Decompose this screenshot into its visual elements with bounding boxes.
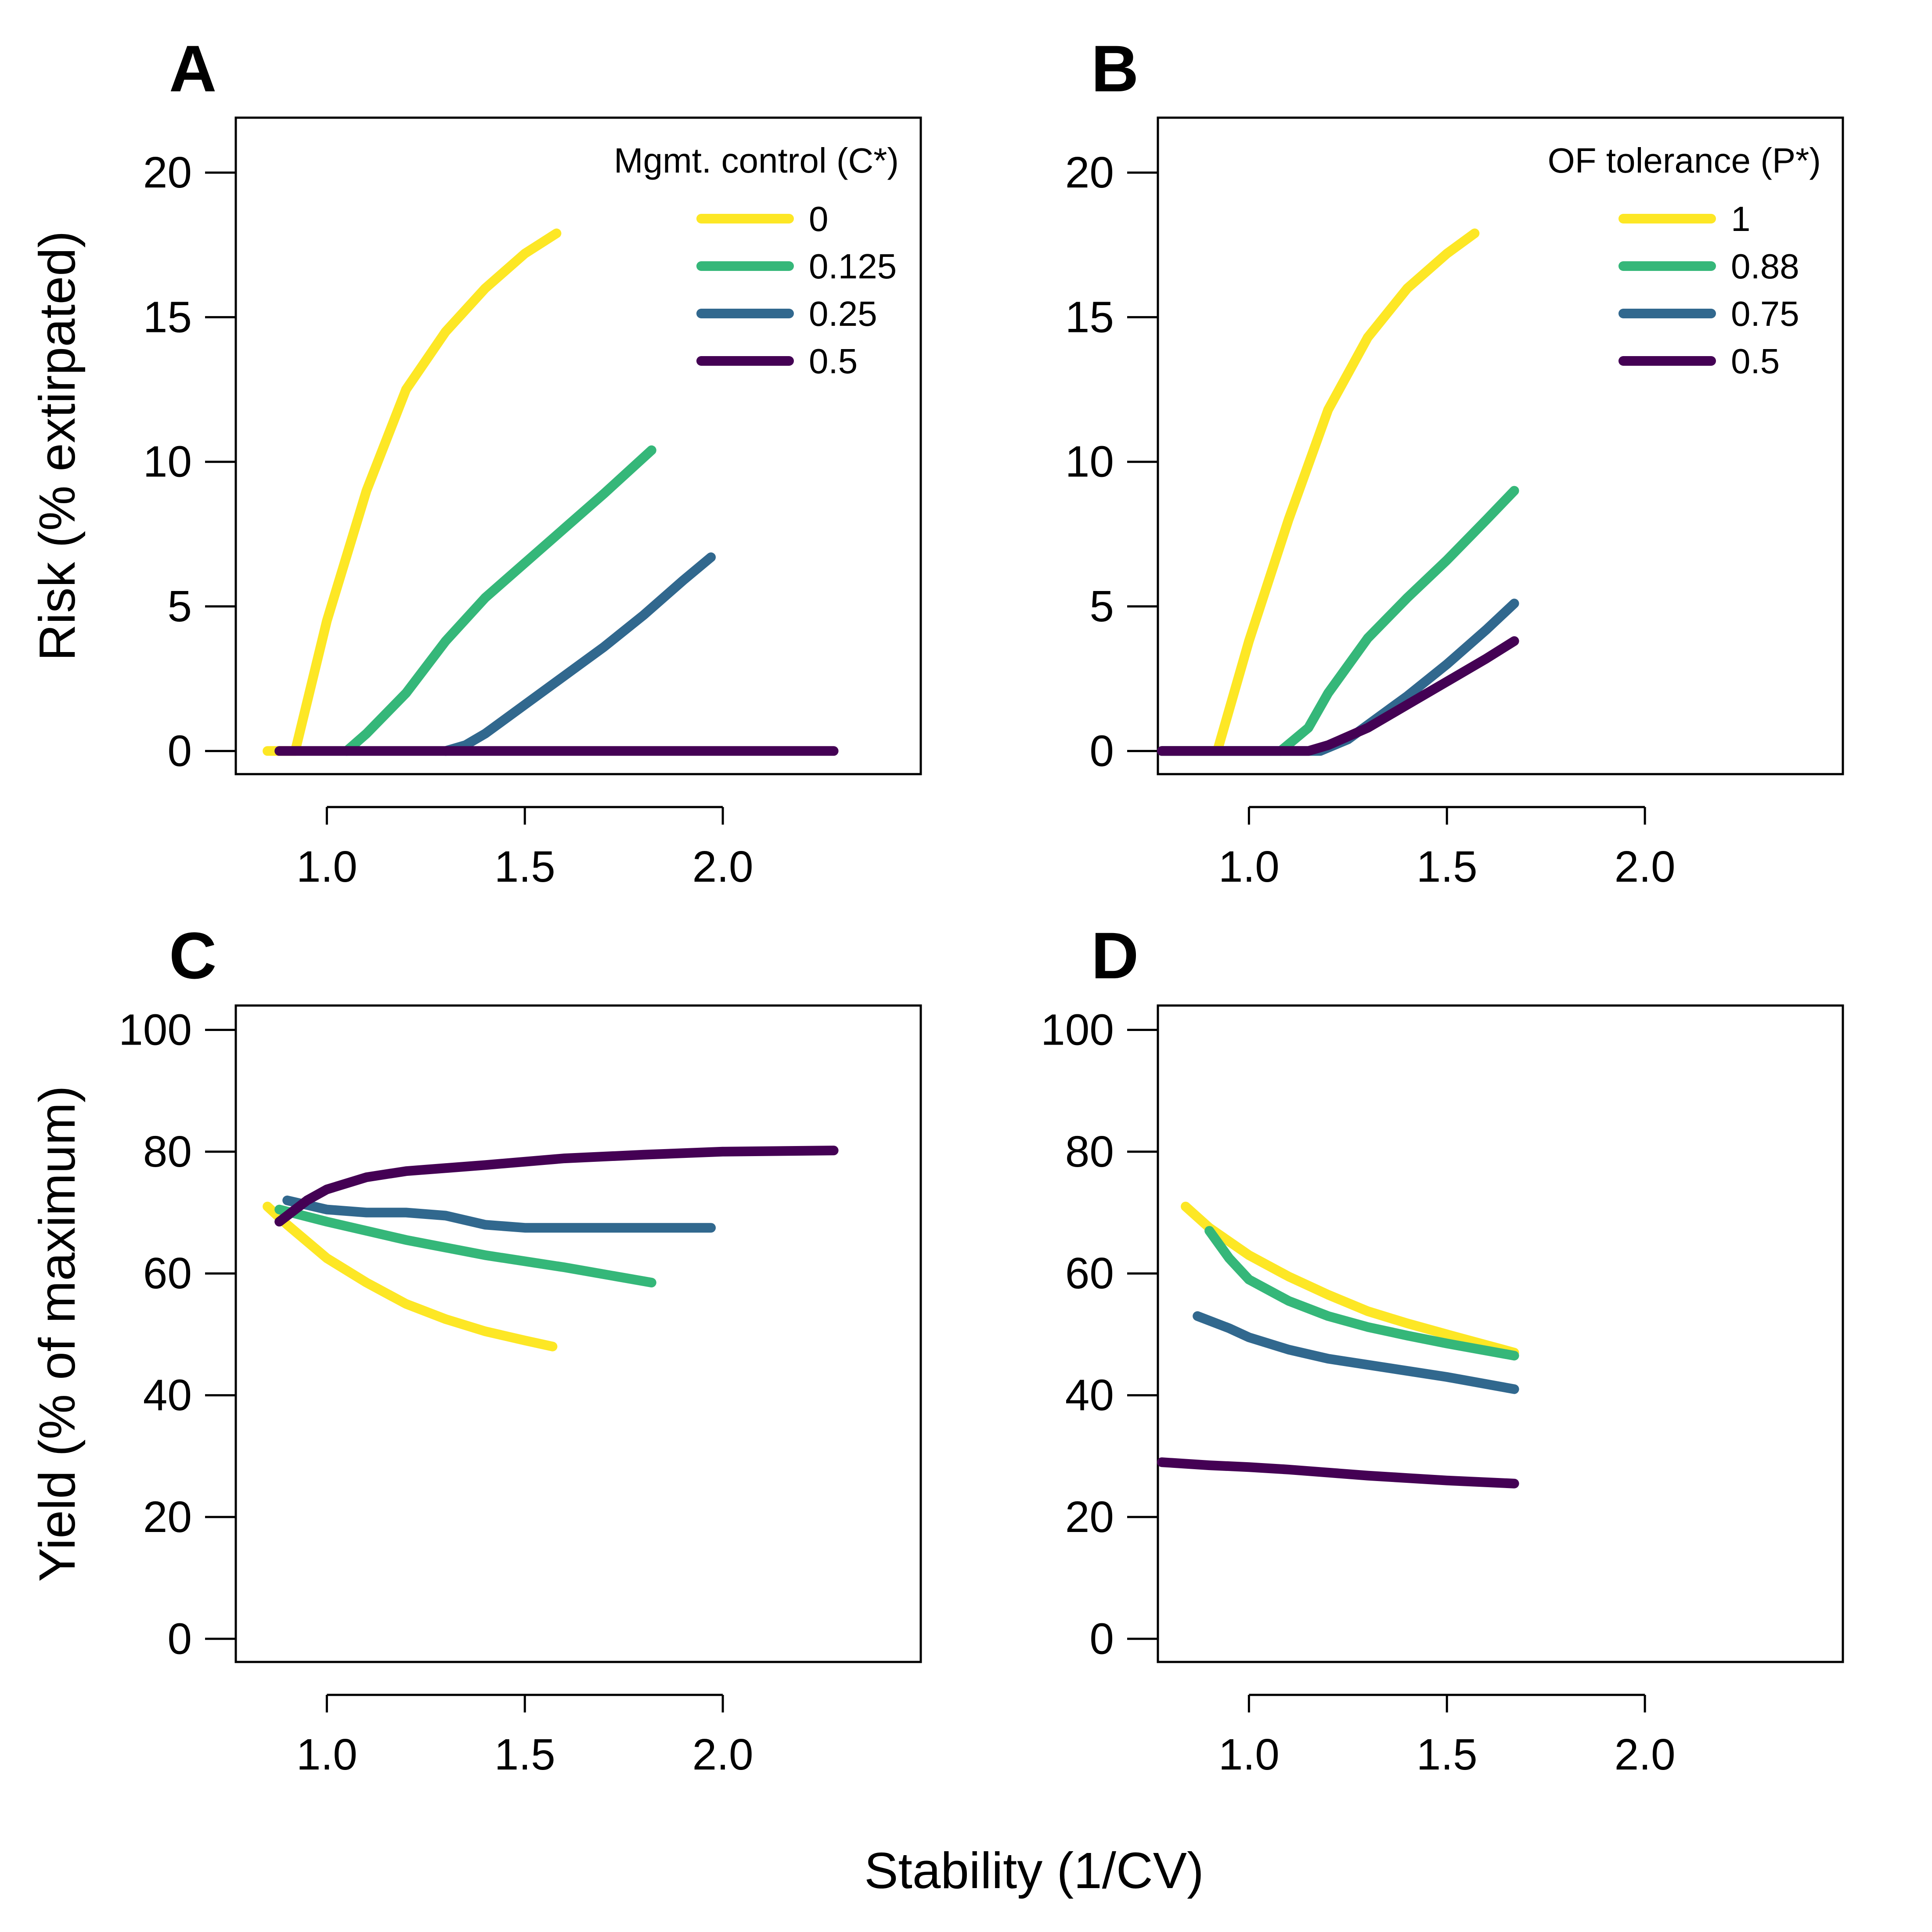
y-tick-label-b: 15 — [1065, 292, 1114, 342]
legend-label-b: 0.88 — [1731, 247, 1799, 286]
y-tick-label-b: 5 — [1089, 582, 1114, 631]
y-tick-label-a: 15 — [143, 292, 192, 342]
y-tick-label-a: 10 — [143, 437, 192, 487]
y-axis-title-a: Risk (% extirpated) — [29, 231, 86, 661]
y-tick-label-b: 0 — [1089, 726, 1114, 775]
x-tick-label-b: 2.0 — [1615, 842, 1676, 891]
y-tick-label-d: 40 — [1065, 1371, 1114, 1420]
series-line-b-0_88 — [1157, 486, 1519, 756]
series-line-d-0_75 — [1193, 1311, 1519, 1394]
series-line-c-0 — [263, 1201, 558, 1352]
panel-b: B 0 5 10 15 20 1.0 1.5 2.0 OF tolerance (P*) 1 0.8… — [1065, 32, 1844, 891]
y-tick-label-a: 0 — [167, 726, 192, 775]
legend-label-b: 1 — [1731, 199, 1751, 238]
y-tick-label-b: 10 — [1065, 437, 1114, 487]
legend-label-a: 0.125 — [809, 247, 897, 286]
y-tick-label-c: 20 — [143, 1492, 192, 1542]
legend-title-a: Mgmt. control (C*) — [614, 141, 899, 180]
x-axis-title: Stability (1/CV) — [864, 1842, 1204, 1899]
y-tick-label-b: 20 — [1065, 148, 1114, 197]
x-tick-label-d: 2.0 — [1615, 1730, 1676, 1779]
x-tick-label-b: 1.5 — [1417, 842, 1478, 891]
y-tick-label-d: 0 — [1089, 1614, 1114, 1663]
series-line-b-0_5 — [1157, 636, 1519, 756]
y-tick-label-d: 100 — [1041, 1005, 1114, 1054]
panel-letter-c: C — [169, 919, 216, 992]
y-tick-label-a: 20 — [143, 148, 192, 197]
panel-letter-d: D — [1091, 919, 1139, 992]
y-tick-label-d: 20 — [1065, 1492, 1114, 1542]
series-line-c-0_125 — [274, 1204, 656, 1287]
y-tick-label-a: 5 — [167, 582, 192, 631]
y-tick-label-c: 40 — [143, 1371, 192, 1420]
panel-c: C 0 20 40 60 80 100 1.0 1.5 2.0 Yield (% of maxim… — [29, 919, 922, 1779]
legend-title-b: OF tolerance (P*) — [1548, 141, 1821, 180]
legend-label-b: 0.5 — [1731, 342, 1780, 381]
panel-d: D 0 20 40 60 80 100 1.0 1.5 2.0 — [1041, 919, 1844, 1779]
plot-frame-a — [234, 116, 922, 775]
x-tick-label-a: 2.0 — [692, 842, 753, 891]
x-tick-label-d: 1.5 — [1417, 1730, 1478, 1779]
y-tick-label-d: 80 — [1065, 1127, 1114, 1176]
plot-frame-c — [234, 1004, 922, 1663]
series-line-a-0_125 — [342, 445, 656, 756]
panel-letter-b: B — [1091, 32, 1139, 105]
y-tick-label-c: 100 — [119, 1005, 192, 1054]
x-tick-label-c: 2.0 — [692, 1730, 753, 1779]
legend-label-b: 0.75 — [1731, 294, 1799, 333]
x-tick-label-a: 1.5 — [494, 842, 555, 891]
panel-a: A 0 5 10 15 20 1.0 1.5 2.0 Risk (% extirpated) Mg… — [29, 32, 922, 891]
series-line-c-0_5 — [274, 1146, 839, 1227]
x-tick-label-a: 1.0 — [296, 842, 357, 891]
series-line-c-0_25 — [282, 1195, 716, 1233]
series-line-a-0_25 — [440, 552, 716, 756]
y-tick-label-c: 80 — [143, 1127, 192, 1176]
series-line-d-1 — [1181, 1201, 1519, 1358]
plot-frame-d — [1157, 1004, 1844, 1663]
panel-letter-a: A — [169, 32, 216, 105]
x-tick-label-d: 1.0 — [1218, 1730, 1280, 1779]
y-tick-label-d: 60 — [1065, 1249, 1114, 1298]
y-tick-label-c: 0 — [167, 1614, 192, 1663]
x-tick-label-c: 1.5 — [494, 1730, 555, 1779]
legend-label-a: 0.25 — [809, 294, 877, 333]
series-line-a-0 — [263, 228, 562, 756]
series-line-d-0_5 — [1157, 1457, 1519, 1489]
series-line-b-1 — [1157, 228, 1480, 756]
legend-label-a: 0.5 — [809, 342, 858, 381]
series-line-d-0_88 — [1204, 1226, 1519, 1361]
y-axis-title-c: Yield (% of maximum) — [29, 1085, 86, 1582]
y-tick-label-c: 60 — [143, 1249, 192, 1298]
plot-frame-b — [1157, 116, 1844, 775]
x-tick-label-b: 1.0 — [1218, 842, 1280, 891]
legend-label-a: 0 — [809, 199, 829, 238]
x-tick-label-c: 1.0 — [296, 1730, 357, 1779]
